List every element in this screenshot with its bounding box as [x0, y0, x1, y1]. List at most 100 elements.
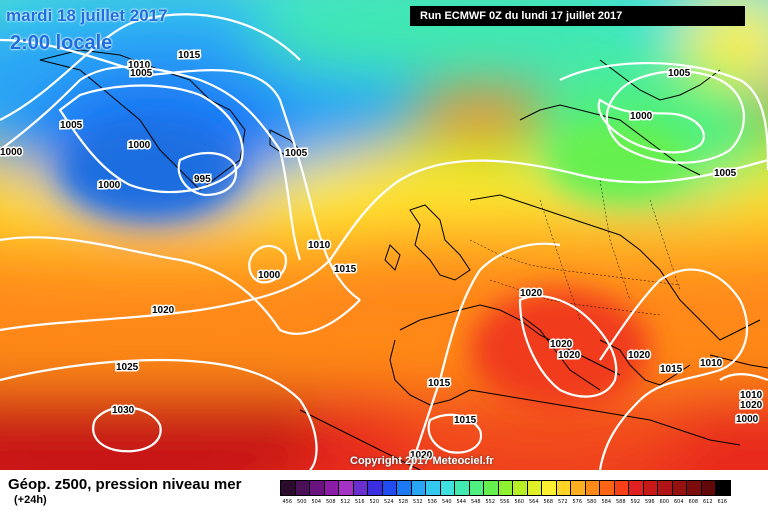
scale-label: 580	[586, 499, 597, 505]
scale-swatch	[425, 480, 441, 496]
scale-swatch	[555, 480, 571, 496]
scale-label: 564	[528, 499, 539, 505]
isobar-label: 1030	[112, 405, 135, 416]
forecast-date: mardi 18 juillet 2017	[6, 6, 168, 25]
scale-label: 556	[499, 499, 510, 505]
scale-swatch	[497, 480, 513, 496]
isobar-label: 1000	[98, 180, 121, 191]
isobar-label: 1015	[660, 364, 683, 375]
scale-swatch	[338, 480, 354, 496]
scale-label: 548	[470, 499, 481, 505]
isobar-label: 1020	[550, 339, 573, 350]
scale-label: 572	[557, 499, 568, 505]
isobar-label: 1010	[740, 390, 763, 401]
scale-label: 540	[441, 499, 452, 505]
isobar-label: 1020	[410, 450, 433, 461]
isobar-label: 1015	[334, 264, 357, 275]
scale-swatch	[628, 480, 644, 496]
scale-label: 516	[354, 499, 365, 505]
scale-swatch	[512, 480, 528, 496]
scale-label: 456	[282, 499, 293, 505]
scale-swatch	[352, 480, 368, 496]
isobar-label: 1010	[700, 358, 723, 369]
scale-swatch	[700, 480, 716, 496]
scale-swatch	[323, 480, 339, 496]
scale-swatch	[381, 480, 397, 496]
scale-swatch	[541, 480, 557, 496]
isobar-label: 995	[194, 174, 211, 185]
scale-swatch	[657, 480, 673, 496]
legend-subtitle: (+24h)	[14, 494, 47, 506]
scale-label: 568	[543, 499, 554, 505]
legend-title: Géop. z500, pression niveau mer	[8, 476, 242, 493]
scale-label: 552	[485, 499, 496, 505]
scale-label: 584	[601, 499, 612, 505]
scale-label: 612	[702, 499, 713, 505]
isobar-label: 1010	[308, 240, 331, 251]
isobar-label: 1000	[0, 147, 23, 158]
scale-label: 532	[412, 499, 423, 505]
scale-label: 576	[572, 499, 583, 505]
scale-swatch	[526, 480, 542, 496]
scale-swatch	[642, 480, 658, 496]
isobars	[0, 13, 768, 470]
scale-swatch	[613, 480, 629, 496]
scale-swatch	[396, 480, 412, 496]
isobar-label: 1020	[152, 305, 175, 316]
scale-label: 604	[673, 499, 684, 505]
scale-swatch	[686, 480, 702, 496]
scale-label: 600	[659, 499, 670, 505]
scale-label: 588	[615, 499, 626, 505]
scale-label: 500	[296, 499, 307, 505]
scale-swatch	[309, 480, 325, 496]
scale-label: 520	[369, 499, 380, 505]
scale-label: 596	[644, 499, 655, 505]
isobar-label: 1015	[454, 415, 477, 426]
scale-label: 608	[688, 499, 699, 505]
isobar-labels: 1015 1010 1005 1005 1000 995 1000 1000 1…	[0, 49, 764, 463]
legend-footer: Géop. z500, pression niveau mer (+24h) 4…	[0, 470, 768, 512]
isobar-label: 1005	[714, 168, 737, 179]
scale-swatch	[280, 480, 296, 496]
scale-label: 508	[325, 499, 336, 505]
scale-swatch	[584, 480, 600, 496]
color-scale-labels: 456 500 504 508 512 516 520 524 528 532 536 540 544 5…	[280, 499, 730, 505]
scale-label: 544	[456, 499, 467, 505]
isobar-label: 1020	[520, 288, 543, 299]
isobar-label: 1015	[178, 50, 201, 61]
scale-swatch	[671, 480, 687, 496]
scale-label: 592	[630, 499, 641, 505]
weather-map: 1015 1010 1005 1005 1000 995 1000 1000 1…	[0, 0, 768, 470]
scale-label: 560	[514, 499, 525, 505]
scale-label: 512	[340, 499, 351, 505]
isobar-label: 1025	[116, 362, 139, 373]
isobar-label: 1000	[128, 140, 151, 151]
geopotential-field	[0, 0, 768, 470]
scale-label: 504	[311, 499, 322, 505]
scale-label: 524	[383, 499, 394, 505]
scale-swatch	[410, 480, 426, 496]
isobar-label: 1020	[558, 350, 581, 361]
isobar-label: 1005	[668, 68, 691, 79]
isobar-label: 1020	[628, 350, 651, 361]
isobar-label: 1015	[428, 378, 451, 389]
isobar-label: 1005	[60, 120, 83, 131]
scale-swatch	[439, 480, 455, 496]
forecast-time: 2:00 locale	[10, 32, 113, 54]
isobar-label: 1000	[736, 414, 759, 425]
scale-swatch	[367, 480, 383, 496]
scale-label: 528	[398, 499, 409, 505]
scale-swatch	[454, 480, 470, 496]
scale-swatch	[715, 480, 731, 496]
scale-swatch	[599, 480, 615, 496]
scale-swatch	[570, 480, 586, 496]
model-run-banner: Run ECMWF 0Z du lundi 17 juillet 2017	[410, 6, 745, 26]
isobar-label: 1000	[630, 111, 653, 122]
isobar-label: 1005	[285, 148, 308, 159]
isobar-label: 1010	[128, 60, 151, 71]
copyright: Copyright 2017 Meteociel.fr	[350, 455, 494, 467]
scale-label: 536	[427, 499, 438, 505]
isobar-label: 1005	[130, 68, 153, 79]
scale-swatch	[294, 480, 310, 496]
scale-swatch	[468, 480, 484, 496]
